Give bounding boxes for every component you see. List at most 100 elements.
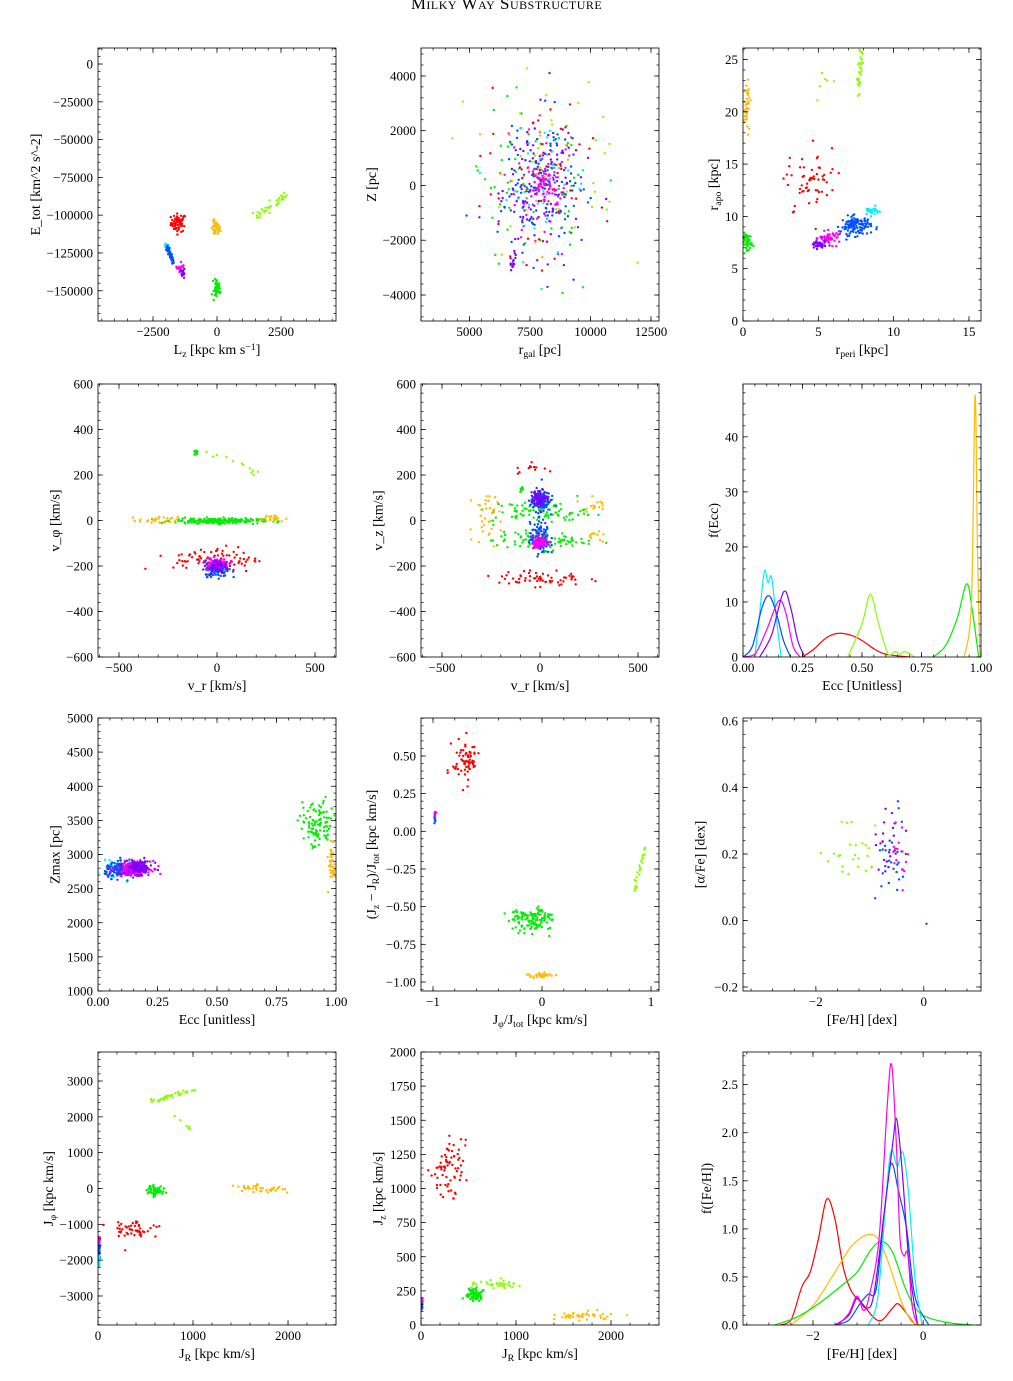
data-point xyxy=(115,872,119,875)
data-point xyxy=(217,573,220,577)
data-point xyxy=(567,146,570,149)
data-point xyxy=(256,1183,259,1186)
axes-frame xyxy=(420,383,660,658)
data-point xyxy=(152,859,155,863)
data-point xyxy=(276,521,279,524)
data-point xyxy=(864,223,868,226)
data-point xyxy=(550,974,553,978)
data-point xyxy=(477,540,481,544)
data-point xyxy=(134,863,137,867)
data-point xyxy=(746,239,749,242)
data-point xyxy=(540,157,544,161)
data-point xyxy=(329,860,332,863)
data-point xyxy=(856,235,859,238)
data-point xyxy=(138,520,141,523)
data-point xyxy=(556,513,560,516)
data-point xyxy=(223,558,226,561)
axes-frame xyxy=(420,47,660,322)
data-point xyxy=(537,200,540,203)
data-point xyxy=(641,854,644,858)
data-point xyxy=(139,518,142,521)
data-point xyxy=(557,193,560,196)
data-point xyxy=(525,263,528,267)
data-point xyxy=(128,1228,131,1231)
data-point xyxy=(465,731,468,735)
data-point xyxy=(870,865,873,868)
data-point xyxy=(897,807,900,810)
data-point xyxy=(881,832,885,835)
data-point xyxy=(885,860,888,863)
data-point xyxy=(521,251,524,254)
data-point xyxy=(506,94,509,98)
data-point xyxy=(513,169,516,172)
data-point xyxy=(525,67,529,70)
data-point xyxy=(190,518,193,521)
data-point xyxy=(528,569,532,572)
data-point xyxy=(514,170,518,174)
x-tick-label: 7500 xyxy=(517,324,543,339)
data-point xyxy=(182,264,185,267)
cluster-orange xyxy=(552,1308,629,1322)
data-point xyxy=(509,257,512,260)
data-point xyxy=(158,1191,161,1194)
data-point xyxy=(110,861,114,864)
data-point xyxy=(835,245,838,248)
data-point xyxy=(545,165,548,168)
data-point xyxy=(542,528,546,531)
data-point xyxy=(521,200,525,203)
data-point xyxy=(589,536,593,540)
data-point xyxy=(446,1164,449,1167)
data-point xyxy=(543,919,546,922)
data-point xyxy=(748,246,752,250)
data-point xyxy=(819,851,823,855)
data-point xyxy=(460,748,463,752)
data-point xyxy=(453,1155,456,1158)
data-point xyxy=(551,214,554,217)
data-point xyxy=(461,788,465,792)
data-point xyxy=(312,833,315,836)
y-tick-label: −1.00 xyxy=(386,974,416,989)
plot-area xyxy=(98,1089,289,1268)
data-point xyxy=(126,879,129,882)
data-point xyxy=(251,469,255,472)
data-point xyxy=(785,173,789,176)
data-point xyxy=(534,586,537,589)
data-point xyxy=(550,544,553,547)
data-point xyxy=(561,532,564,535)
data-point xyxy=(481,530,484,533)
data-point xyxy=(823,239,826,242)
data-point xyxy=(536,503,539,507)
data-point xyxy=(531,932,534,936)
data-point xyxy=(469,1292,472,1296)
data-point xyxy=(537,520,541,523)
data-point xyxy=(546,543,549,546)
data-point xyxy=(500,200,503,203)
data-point xyxy=(176,233,179,236)
data-point xyxy=(433,819,437,822)
data-point xyxy=(538,576,541,579)
data-point xyxy=(522,182,525,186)
data-point xyxy=(574,149,578,152)
data-point xyxy=(536,555,539,558)
y-axis-label: rapo [kpc] xyxy=(707,159,724,211)
data-point xyxy=(231,570,235,573)
cluster-lime xyxy=(173,1115,192,1131)
data-point xyxy=(133,1224,137,1228)
data-point xyxy=(457,1167,460,1170)
x-tick-label: 5 xyxy=(815,324,822,339)
data-point xyxy=(513,919,516,922)
data-point xyxy=(535,926,538,929)
data-point xyxy=(823,241,826,244)
data-point xyxy=(237,1185,240,1188)
x-axis-label: v_r [km/s] xyxy=(188,679,247,694)
data-point xyxy=(326,829,329,832)
data-point xyxy=(218,226,221,229)
data-point xyxy=(474,1294,477,1297)
subplot-2: 5000 7500 10000 12500−4000−2000020004000rga… xyxy=(365,47,667,360)
cluster-purple xyxy=(811,237,831,251)
data-point xyxy=(542,493,546,496)
data-point xyxy=(256,522,259,525)
data-point xyxy=(237,561,240,565)
data-point xyxy=(536,523,540,526)
data-point xyxy=(557,137,561,140)
